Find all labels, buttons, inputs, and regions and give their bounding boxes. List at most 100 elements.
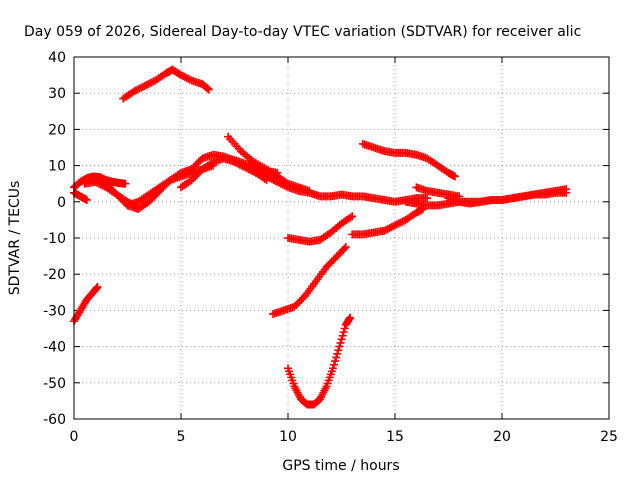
data-point [332, 353, 341, 362]
data-point [341, 243, 350, 252]
data-point [337, 335, 346, 344]
data-point [264, 173, 273, 182]
data-point [391, 221, 399, 230]
data-point [333, 349, 342, 358]
series-11 [444, 188, 571, 208]
x-axis-label: GPS time / hours [282, 458, 399, 474]
data-point [293, 299, 302, 308]
data-point [398, 217, 407, 226]
data-point [275, 178, 284, 187]
data-point [423, 194, 432, 203]
data-point [380, 226, 389, 235]
data-point [282, 182, 291, 191]
series-12 [358, 139, 459, 181]
data-point [114, 192, 123, 201]
data-point [292, 300, 301, 309]
y-tick-label: -10 [43, 231, 66, 247]
data-point [191, 172, 200, 181]
data-point [107, 185, 116, 194]
data-point [340, 324, 349, 333]
data-point [271, 176, 280, 185]
data-point [135, 84, 144, 93]
data-point [385, 224, 394, 233]
data-point [330, 360, 339, 369]
y-tick-label: 30 [48, 86, 66, 102]
data-point [562, 188, 571, 197]
data-point [331, 357, 340, 366]
data-point [266, 174, 275, 183]
data-point [189, 174, 198, 183]
data-point [290, 302, 299, 311]
data-point [131, 86, 140, 95]
data-point [232, 158, 241, 167]
data-point [105, 183, 114, 192]
data-point [326, 259, 335, 268]
series-2 [70, 188, 91, 204]
data-point [299, 293, 308, 302]
y-tick-label: 0 [57, 195, 66, 211]
data-point [338, 331, 347, 340]
data-point [387, 223, 396, 232]
data-point [267, 175, 276, 184]
data-point [194, 157, 203, 166]
data-point [242, 164, 251, 173]
data-point [280, 181, 289, 190]
plot-frame [73, 56, 610, 420]
data-point [329, 255, 338, 264]
data-point [177, 71, 185, 80]
data-point [396, 218, 405, 227]
data-point [278, 180, 287, 189]
data-point [327, 257, 336, 266]
data-point [111, 188, 120, 197]
y-tick-label: -20 [43, 267, 66, 283]
data-point [140, 81, 149, 90]
series-18 [284, 313, 355, 409]
x-tick-label: 25 [600, 429, 618, 445]
y-tick-label: -40 [43, 340, 66, 356]
y-tick-label: -60 [43, 412, 66, 428]
y-tick-label: 10 [48, 159, 66, 175]
data-point [203, 84, 212, 93]
series-8 [251, 165, 432, 206]
data-point [276, 179, 285, 188]
series-14 [70, 282, 102, 326]
data-point [339, 328, 348, 337]
data-point [239, 162, 248, 171]
grid-lines [74, 57, 609, 419]
chart-title: Day 059 of 2026, Sidereal Day-to-day VTE… [24, 24, 581, 40]
data-point [324, 261, 333, 270]
data-point [144, 80, 153, 89]
x-tick-label: 15 [386, 429, 404, 445]
data-point [138, 82, 147, 91]
data-point [118, 195, 127, 204]
data-point [119, 197, 128, 206]
data-point [241, 163, 250, 172]
data-point [244, 165, 253, 174]
data-point [193, 170, 202, 179]
data-point [207, 159, 216, 168]
data-point [144, 197, 153, 206]
data-point [93, 282, 102, 291]
data-point [234, 159, 243, 168]
x-tick-label: 20 [493, 429, 511, 445]
data-point [82, 195, 91, 204]
data-point [230, 157, 239, 166]
data-point [334, 346, 343, 355]
data-point [194, 168, 203, 177]
y-tick-label: -50 [43, 376, 66, 392]
data-point [185, 75, 194, 84]
series-6 [177, 154, 271, 192]
data-point [297, 295, 306, 304]
data-point [418, 205, 427, 214]
y-tick-label: 20 [48, 122, 66, 138]
data-point [383, 224, 392, 233]
data-point [389, 222, 398, 231]
data-point [102, 179, 111, 188]
series-15 [269, 243, 350, 319]
series-13 [119, 65, 213, 103]
data-point [269, 176, 278, 185]
data-point [137, 83, 146, 92]
data-point [328, 364, 337, 373]
data-point [121, 179, 130, 188]
